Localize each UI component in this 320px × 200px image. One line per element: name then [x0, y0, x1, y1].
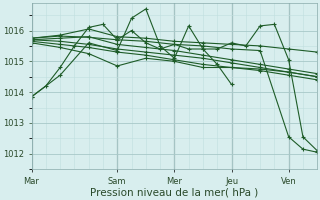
X-axis label: Pression niveau de la mer( hPa ): Pression niveau de la mer( hPa )	[90, 187, 259, 197]
